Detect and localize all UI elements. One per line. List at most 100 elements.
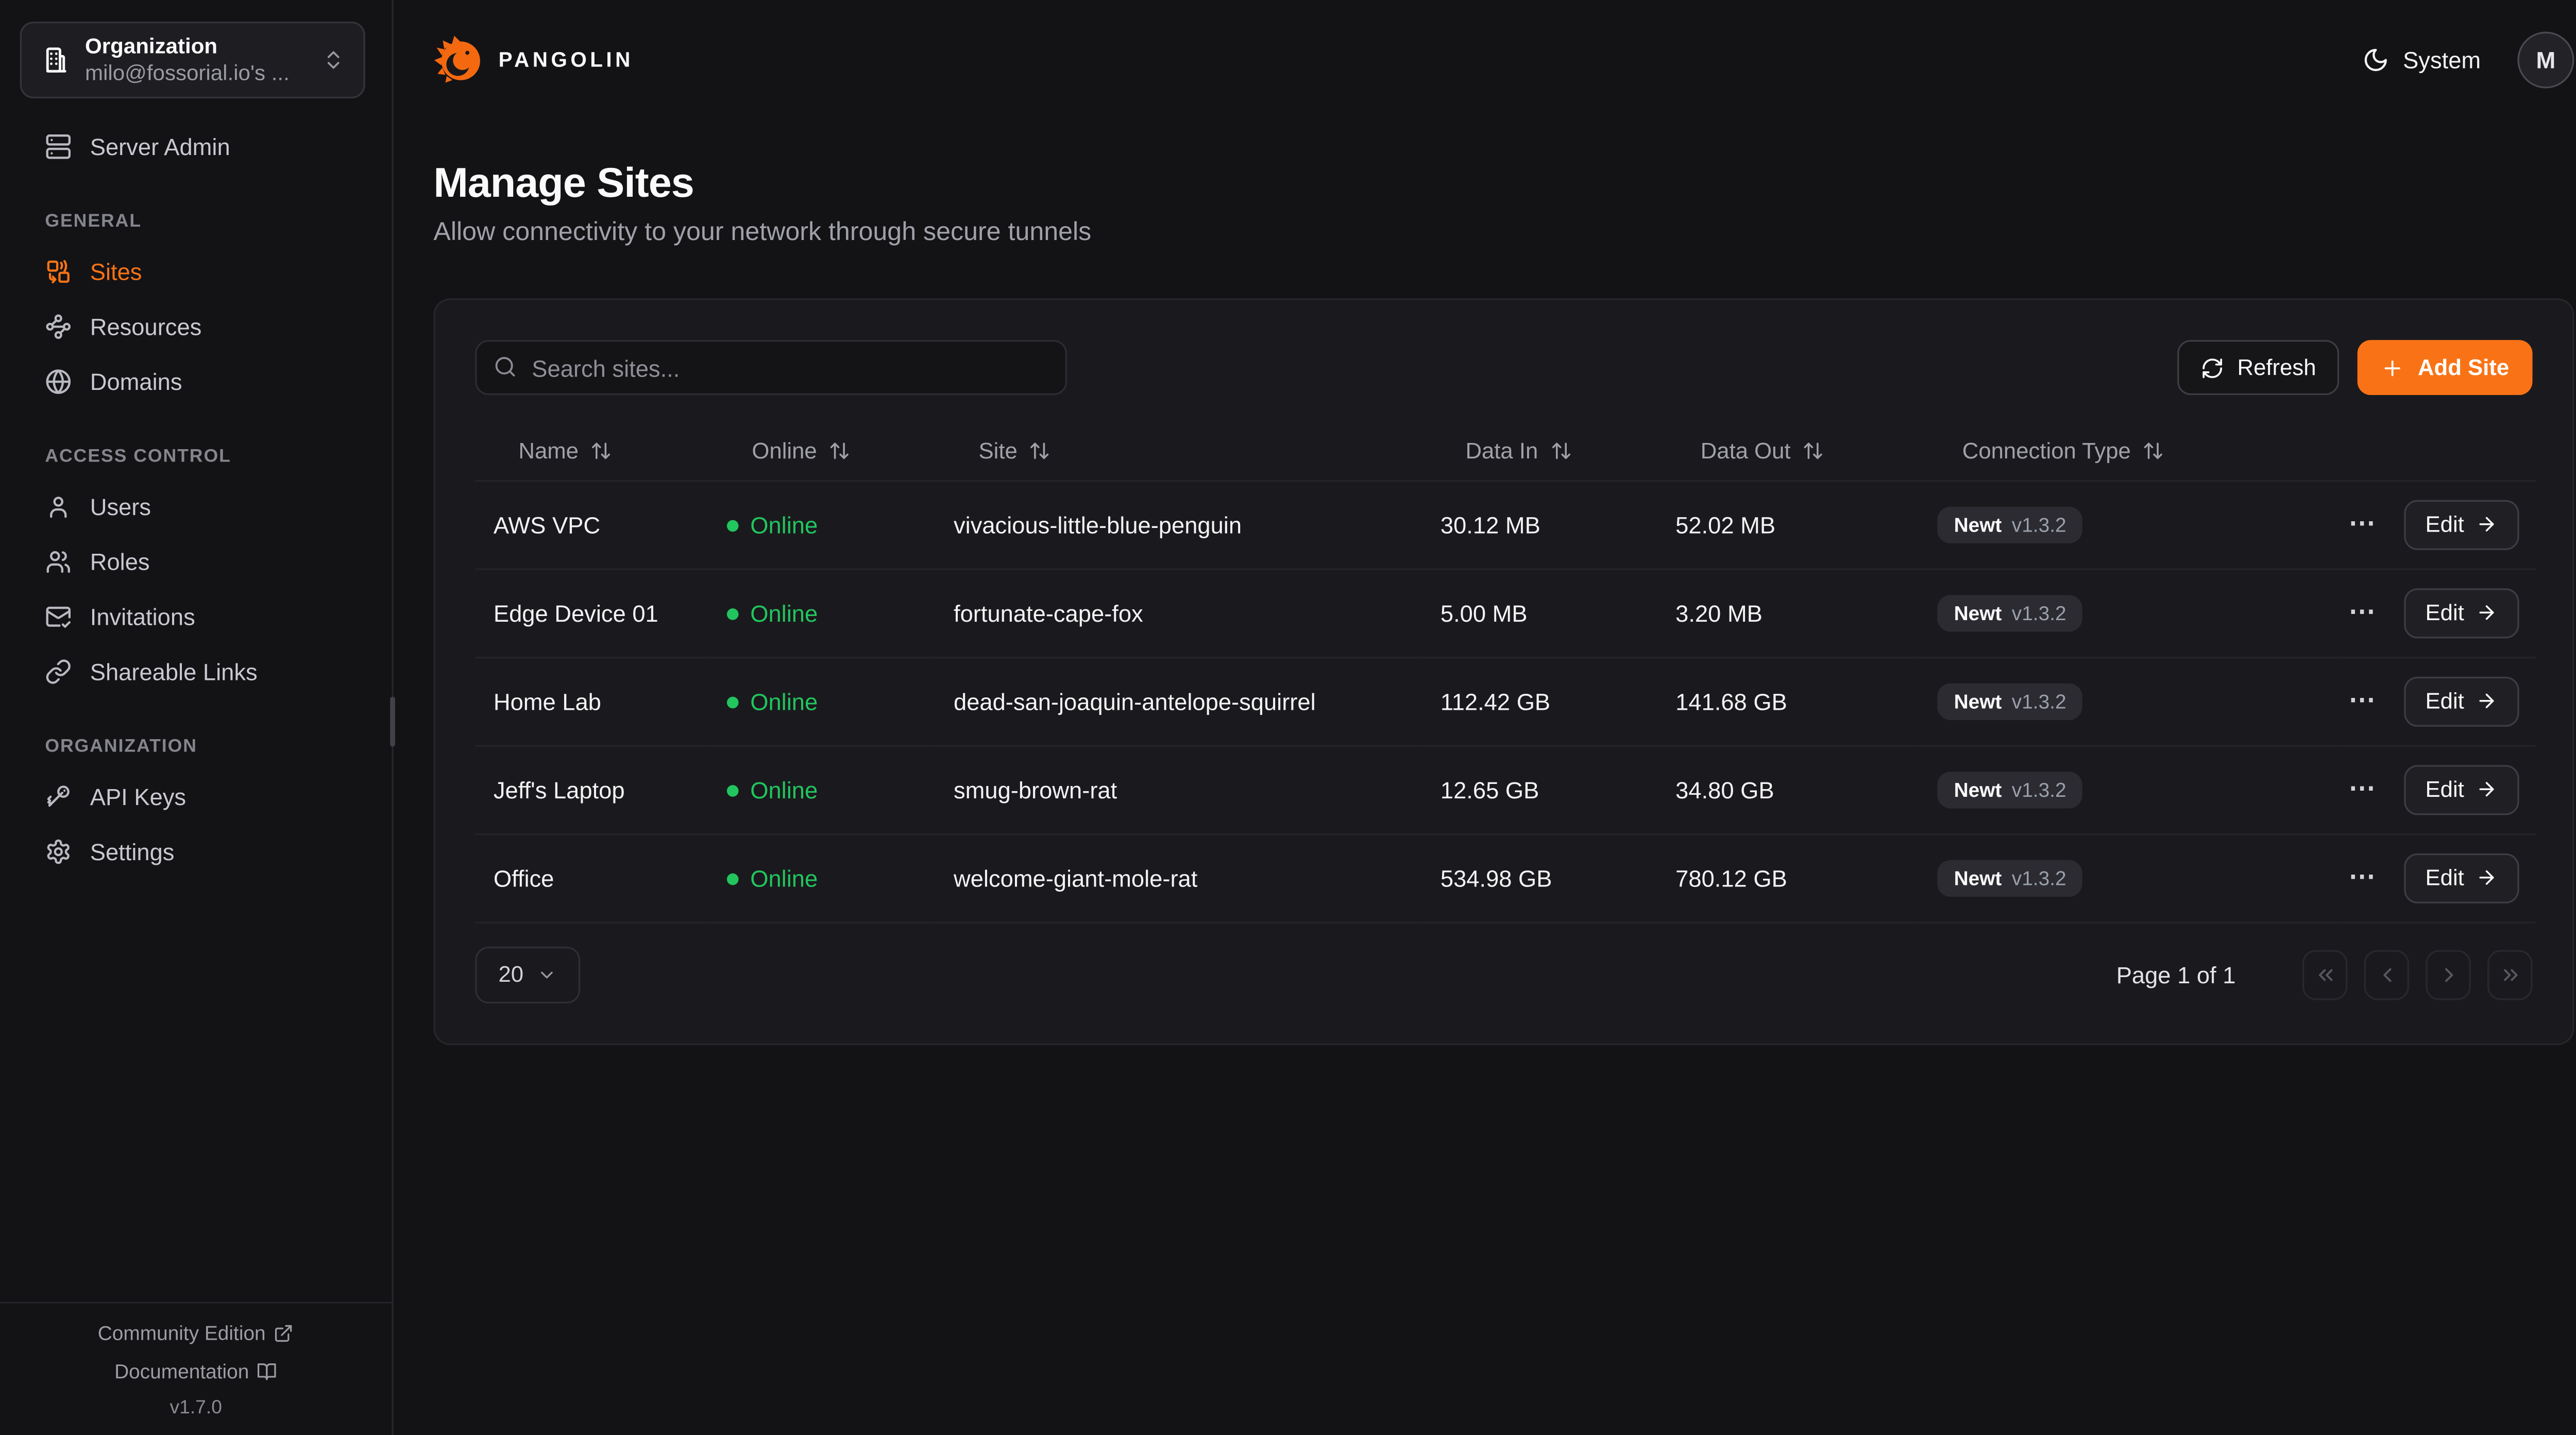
- table-row: Edge Device 01 Online fortunate-cape-fox…: [475, 568, 2536, 657]
- section-label-general: GENERAL: [45, 211, 142, 232]
- arrow-right-icon: [2479, 693, 2494, 708]
- online-dot: [726, 607, 739, 620]
- edit-button[interactable]: Edit: [2403, 587, 2519, 638]
- moon-icon: [2365, 48, 2387, 72]
- add-site-button[interactable]: Add Site: [2358, 340, 2533, 395]
- site-name-cell: Home Lab: [493, 687, 601, 714]
- sidebar-item-shareable-links[interactable]: Shareable Links: [20, 643, 372, 698]
- last-page-button[interactable]: [2487, 949, 2533, 999]
- connection-type-badge: Newt v1.3.2: [1937, 594, 2083, 631]
- arrow-right-icon: [2479, 605, 2494, 620]
- topbar-actions: System M: [2363, 31, 2574, 89]
- row-actions-menu-button[interactable]: ⋯: [2348, 774, 2377, 803]
- connection-type-cell: Newt v1.3.2: [1919, 833, 2339, 922]
- row-actions-menu-button[interactable]: ⋯: [2348, 509, 2377, 538]
- online-dot: [726, 784, 739, 796]
- sidebar-item-roles[interactable]: Roles: [20, 534, 372, 589]
- chevron-right-icon: [2444, 967, 2452, 981]
- sort-icon: [2144, 443, 2163, 459]
- theme-toggle-button[interactable]: System: [2363, 47, 2481, 73]
- org-switcher[interactable]: Organization milo@fossorial.io's ...: [20, 22, 365, 98]
- sort-header-connection-type[interactable]: Connection Type: [1962, 439, 2164, 464]
- sort-header-data-in[interactable]: Data In: [1465, 439, 1571, 464]
- sort-header-online[interactable]: Online: [752, 439, 850, 464]
- gear-icon: [47, 839, 70, 863]
- edit-button[interactable]: Edit: [2403, 852, 2519, 903]
- connection-type-badge: Newt v1.3.2: [1937, 771, 2083, 808]
- users-icon: [46, 550, 70, 572]
- previous-page-button[interactable]: [2364, 949, 2410, 999]
- documentation-link[interactable]: Documentation: [114, 1360, 277, 1383]
- online-dot: [726, 873, 739, 884]
- sidebar-item-resources[interactable]: Resources: [20, 298, 372, 353]
- edit-button[interactable]: Edit: [2403, 676, 2519, 726]
- sidebar-item-label: Resources: [90, 312, 202, 339]
- page-title: Manage Sites: [433, 160, 694, 207]
- table-row: Home Lab Online dead-san-joaquin-antelop…: [475, 656, 2536, 745]
- page-size-select[interactable]: 20: [475, 946, 581, 1003]
- site-id-cell: welcome-giant-mole-rat: [953, 864, 1198, 891]
- sort-header-site[interactable]: Site: [979, 439, 1051, 464]
- building-icon: [46, 47, 66, 73]
- sites-card: Refresh Add Site Name Online: [433, 298, 2574, 1045]
- row-actions-menu-button[interactable]: ⋯: [2348, 686, 2377, 714]
- avatar[interactable]: M: [2517, 31, 2574, 89]
- online-status-cell: Online: [708, 480, 935, 569]
- chevrons-right-icon: [2503, 968, 2517, 980]
- sidebar-item-settings[interactable]: Settings: [20, 824, 372, 879]
- org-value: milo@fossorial.io's ...: [85, 61, 290, 86]
- search-input[interactable]: [475, 340, 1067, 395]
- sidebar-footer: Community Edition Documentation v1.7.0: [0, 1302, 392, 1435]
- page-subtitle: Allow connectivity to your network throu…: [433, 218, 1092, 247]
- sites-table: Name Online Site Data In Data Out Connec…: [475, 423, 2536, 922]
- online-status-cell: Online: [708, 745, 935, 833]
- sort-icon: [830, 443, 849, 459]
- sort-header-name[interactable]: Name: [518, 439, 612, 464]
- arrow-right-icon: [2479, 517, 2494, 532]
- sidebar-item-invitations[interactable]: Invitations: [20, 588, 372, 643]
- external-link-icon: [276, 1325, 293, 1342]
- next-page-button[interactable]: [2426, 949, 2471, 999]
- site-id-cell: smug-brown-rat: [953, 776, 1117, 803]
- waypoints-icon: [46, 313, 71, 338]
- search-icon: [495, 357, 515, 377]
- pangolin-logo-icon: [434, 35, 480, 82]
- edit-button[interactable]: Edit: [2403, 499, 2519, 550]
- sidebar-resize-handle[interactable]: [390, 696, 395, 747]
- sidebar-item-label: Domains: [90, 367, 182, 395]
- sidebar-item-domains[interactable]: Domains: [20, 353, 372, 408]
- sidebar-item-sites[interactable]: Sites: [20, 243, 372, 298]
- site-id-cell: fortunate-cape-fox: [953, 599, 1143, 626]
- data-in-cell: 30.12 MB: [1440, 510, 1540, 538]
- online-status-cell: Online: [708, 568, 935, 657]
- brand: PANGOLIN: [433, 34, 633, 86]
- row-actions-menu-button[interactable]: ⋯: [2348, 597, 2377, 626]
- sidebar-item-users[interactable]: Users: [20, 479, 372, 534]
- connection-type-badge: Newt v1.3.2: [1937, 506, 2083, 543]
- table-header-row: Name Online Site Data In Data Out Connec…: [475, 423, 2536, 480]
- arrow-right-icon: [2479, 870, 2494, 885]
- pagination: Page 1 of 1: [2116, 949, 2533, 999]
- refresh-icon: [2202, 357, 2222, 378]
- chevron-down-icon: [541, 970, 553, 978]
- community-edition-link[interactable]: Community Edition: [98, 1322, 294, 1345]
- online-status-cell: Online: [708, 833, 935, 922]
- data-out-cell: 141.68 GB: [1675, 687, 1787, 714]
- chevrons-up-down-icon: [327, 51, 340, 69]
- first-page-button[interactable]: [2302, 949, 2348, 999]
- brand-name: PANGOLIN: [498, 48, 634, 72]
- sites-table-body: AWS VPC Online vivacious-little-blue-pen…: [475, 480, 2536, 922]
- sidebar-item-api-keys[interactable]: API Keys: [20, 768, 372, 824]
- site-id-cell: vivacious-little-blue-penguin: [953, 510, 1242, 538]
- actions-cell: ⋯ Edit: [2339, 745, 2536, 833]
- sort-header-data-out[interactable]: Data Out: [1701, 439, 1824, 464]
- sidebar-item-server-admin[interactable]: Server Admin: [20, 118, 372, 174]
- row-actions-menu-button[interactable]: ⋯: [2348, 862, 2377, 891]
- edit-button[interactable]: Edit: [2403, 764, 2519, 814]
- site-name-cell: Office: [493, 864, 554, 891]
- table-row: Office Online welcome-giant-mole-rat 534…: [475, 833, 2536, 922]
- connection-type-cell: Newt v1.3.2: [1919, 568, 2339, 657]
- refresh-button[interactable]: Refresh: [2177, 340, 2340, 395]
- sidebar: Organization milo@fossorial.io's ... Ser…: [0, 0, 395, 1435]
- server-icon: [46, 133, 71, 158]
